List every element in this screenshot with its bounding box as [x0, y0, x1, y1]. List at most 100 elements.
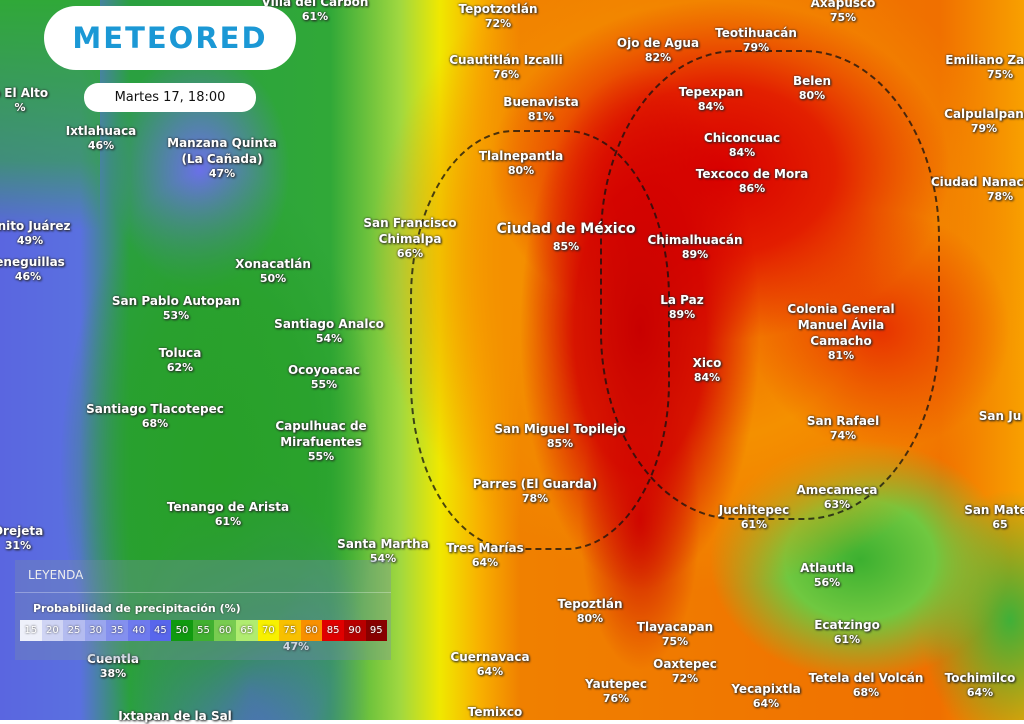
city-probability: 78%	[521, 492, 549, 505]
city-label[interactable]: Tlalnepantla 80%	[479, 148, 563, 178]
city-label[interactable]: Axapusco 75%	[811, 0, 876, 25]
city-label[interactable]: Tetela del Volcán 68%	[809, 670, 924, 700]
city-name: Xico	[692, 356, 722, 370]
city-label[interactable]: Teotihuacán 79%	[715, 25, 797, 55]
meteored-logo: METEORED	[44, 6, 296, 70]
city-probability: 55%	[310, 378, 338, 391]
city-probability: 61%	[301, 10, 329, 23]
city-probability: 84%	[697, 100, 725, 113]
legend-title: LEYENDA	[28, 568, 84, 582]
city-name: Buenavista	[503, 95, 579, 109]
city-probability: 47%	[282, 640, 310, 653]
city-name: Chimalhuacán	[647, 233, 743, 247]
city-label[interactable]: Yautepec 76%	[585, 676, 647, 706]
city-name: La Paz	[660, 293, 704, 307]
city-label[interactable]: La Paz 89%	[660, 292, 703, 322]
city-probability: 61%	[214, 515, 242, 528]
city-label[interactable]: Chiconcuac 84%	[704, 130, 780, 160]
city-label[interactable]: Emiliano Zapata75%	[945, 52, 1024, 82]
city-name: San Francisco Chimalpa	[363, 216, 457, 246]
city-label[interactable]: Calpulalpan 79%	[944, 106, 1024, 136]
city-label[interactable]: Santa Martha 54%	[337, 536, 429, 566]
city-label[interactable]: Buenavista 81%	[503, 94, 578, 124]
city-label[interactable]: Tepotzotlán 72%	[458, 1, 537, 31]
city-name: Temixco	[467, 705, 523, 719]
city-label[interactable]: 47%	[283, 640, 309, 654]
city-name: Juchitepec	[718, 503, 790, 517]
city-label[interactable]: Capulhuac de Mirafuentes 55%	[254, 418, 389, 464]
city-label[interactable]: Ocoyoacac 55%	[288, 362, 360, 392]
city-probability: 63%	[823, 498, 851, 511]
city-name: Villa del Carbón	[261, 0, 369, 9]
legend-swatch: 80	[300, 620, 323, 641]
city-label[interactable]: Yecapixtla 64%	[731, 681, 800, 711]
city-label[interactable]: Temixco	[468, 704, 522, 720]
city-label[interactable]: Cuautitlán Izcalli 76%	[449, 52, 563, 82]
city-label[interactable]: Tres Marías 64%	[446, 540, 524, 570]
city-label[interactable]: Ecatzingo 61%	[814, 617, 880, 647]
legend-swatch: 20	[41, 620, 64, 641]
city-name: Ojo de Agua	[616, 36, 700, 50]
city-label[interactable]: Tepexpan 84%	[679, 84, 743, 114]
city-label[interactable]: Santiago Analco 54%	[274, 316, 384, 346]
city-label[interactable]: Manzana Quinta (La Cañada) 47%	[155, 135, 290, 181]
city-probability: 49%	[16, 234, 44, 247]
city-probability: 85%	[552, 240, 580, 253]
city-label[interactable]: Ixtlahuaca 46%	[66, 123, 137, 153]
city-label[interactable]: Xico 84%	[693, 355, 722, 385]
city-probability: 38%	[99, 667, 127, 680]
city-name: Ciudad de México	[496, 221, 636, 237]
city-name: Ciudad Nanacamilpa	[930, 175, 1024, 189]
city-name: Tlalnepantla	[478, 149, 564, 163]
city-probability: 55%	[307, 450, 335, 463]
city-label[interactable]: San Rafael 74%	[807, 413, 879, 443]
city-probability: 79%	[970, 122, 998, 135]
city-label[interactable]: San Francisco Chimalpa 66%	[343, 215, 478, 261]
city-label[interactable]: o El Alto%	[0, 85, 48, 115]
city-label[interactable]: San Mateo65	[964, 502, 1024, 532]
city-label[interactable]: Cuernavaca 64%	[450, 649, 529, 679]
city-label[interactable]: Parres (El Guarda) 78%	[473, 476, 597, 506]
city-label[interactable]: Xonacatlán 50%	[235, 256, 311, 286]
city-label[interactable]: Tenango de Arista 61%	[167, 499, 289, 529]
city-label[interactable]: Ciudad de México 85%	[497, 218, 636, 254]
city-label[interactable]: Atlautla 56%	[800, 560, 854, 590]
city-label[interactable]: Colonia General Manuel Ávila Camacho 81%	[776, 301, 906, 363]
city-probability: 86%	[738, 182, 766, 195]
city-name: Orejeta	[0, 524, 44, 538]
city-probability: 76%	[602, 692, 630, 705]
city-label[interactable]: Ixtapan de la Sal	[118, 708, 232, 724]
city-label[interactable]: Ciudad Nanacamilpa78%	[931, 174, 1024, 204]
city-label[interactable]: Juchitepec 61%	[719, 502, 790, 532]
city-name: Tres Marías	[446, 541, 524, 555]
city-label[interactable]: Tepoztlán 80%	[557, 596, 622, 626]
city-label[interactable]: Oaxtepec 72%	[653, 656, 717, 686]
city-label[interactable]: San Ju	[979, 408, 1021, 424]
city-label[interactable]: ieneguillas46%	[0, 254, 65, 284]
city-label[interactable]: Chimalhuacán 89%	[647, 232, 742, 262]
city-probability: 61%	[833, 633, 861, 646]
legend-swatch: 60	[214, 620, 236, 641]
city-name: Atlautla	[800, 561, 854, 575]
city-name: Texcoco de Mora	[695, 167, 809, 181]
city-label[interactable]: Belen 80%	[793, 73, 831, 103]
city-label[interactable]: Cuentla 38%	[87, 651, 139, 681]
city-name: Ixtapan de la Sal	[118, 709, 232, 723]
city-label[interactable]: Villa del Carbón 61%	[262, 0, 369, 24]
city-label[interactable]: Amecameca 63%	[797, 482, 878, 512]
city-label[interactable]: Orejeta31%	[0, 523, 43, 553]
legend-swatch: 30	[84, 620, 107, 641]
city-label[interactable]: Ojo de Agua 82%	[617, 35, 699, 65]
city-label[interactable]: Tochimilco 64%	[945, 670, 1016, 700]
city-label[interactable]: Santiago Tlacotepec 68%	[86, 401, 224, 431]
city-label[interactable]: San Miguel Topilejo 85%	[494, 421, 625, 451]
city-name: Santa Martha	[337, 537, 429, 551]
forecast-date-label[interactable]: Martes 17, 18:00	[84, 83, 256, 112]
city-label[interactable]: Texcoco de Mora 86%	[696, 166, 808, 196]
city-label[interactable]: San Pablo Autopan 53%	[112, 293, 240, 323]
city-label[interactable]: Tlayacapan 75%	[637, 619, 713, 649]
city-name: Capulhuac de Mirafuentes	[275, 419, 367, 449]
city-label[interactable]: Toluca 62%	[159, 345, 202, 375]
city-name: Yecapixtla	[731, 682, 801, 696]
